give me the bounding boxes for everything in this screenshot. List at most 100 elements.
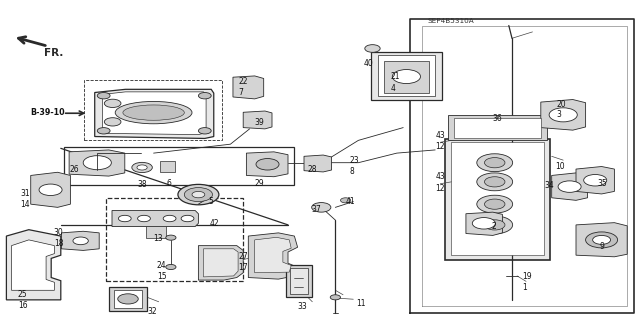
- Circle shape: [198, 93, 211, 99]
- Text: 17: 17: [238, 263, 248, 272]
- Bar: [451, 142, 544, 255]
- Circle shape: [330, 295, 340, 300]
- Text: 21: 21: [390, 72, 400, 81]
- Polygon shape: [146, 226, 166, 238]
- Polygon shape: [31, 172, 70, 207]
- Text: 22: 22: [238, 77, 248, 86]
- Text: 34: 34: [544, 181, 554, 190]
- Polygon shape: [112, 211, 198, 226]
- Circle shape: [97, 93, 110, 99]
- Text: 4: 4: [390, 84, 396, 93]
- Text: 27: 27: [238, 252, 248, 261]
- Text: 25: 25: [18, 290, 28, 299]
- Text: 20: 20: [557, 100, 566, 108]
- Circle shape: [83, 156, 111, 170]
- Circle shape: [104, 99, 121, 108]
- Text: SEP4B5310A: SEP4B5310A: [428, 18, 474, 24]
- Polygon shape: [248, 233, 298, 279]
- Circle shape: [104, 118, 121, 126]
- Text: 41: 41: [346, 197, 355, 205]
- Circle shape: [477, 154, 513, 172]
- Circle shape: [138, 215, 150, 222]
- Circle shape: [477, 216, 513, 234]
- Text: 42: 42: [210, 219, 220, 228]
- Bar: [454, 118, 541, 138]
- Circle shape: [584, 174, 607, 186]
- Circle shape: [484, 220, 505, 230]
- Circle shape: [477, 195, 513, 213]
- Circle shape: [184, 188, 212, 202]
- Ellipse shape: [123, 105, 184, 120]
- Circle shape: [365, 45, 380, 52]
- Circle shape: [192, 191, 205, 198]
- Circle shape: [198, 128, 211, 134]
- Circle shape: [118, 294, 138, 304]
- Text: 36: 36: [493, 114, 502, 123]
- Polygon shape: [290, 268, 308, 294]
- Circle shape: [118, 215, 131, 222]
- Text: 6: 6: [166, 179, 172, 188]
- Polygon shape: [246, 152, 288, 177]
- Bar: [84, 80, 222, 140]
- Polygon shape: [286, 265, 312, 297]
- Polygon shape: [6, 230, 61, 300]
- Text: 24: 24: [157, 261, 166, 270]
- Text: 13: 13: [154, 234, 163, 243]
- Polygon shape: [95, 89, 214, 138]
- Text: 28: 28: [307, 165, 317, 174]
- Text: 35: 35: [598, 179, 607, 188]
- Circle shape: [166, 264, 176, 270]
- Text: 1: 1: [522, 283, 527, 292]
- Circle shape: [484, 158, 505, 168]
- Text: 2: 2: [492, 222, 496, 231]
- Bar: [371, 52, 442, 100]
- Circle shape: [593, 235, 611, 244]
- Text: 31: 31: [20, 189, 30, 198]
- Circle shape: [97, 128, 110, 134]
- Text: 3: 3: [557, 110, 562, 119]
- Circle shape: [132, 162, 152, 173]
- Polygon shape: [64, 147, 294, 185]
- Text: 5: 5: [209, 197, 214, 205]
- Bar: [378, 55, 435, 96]
- Circle shape: [392, 70, 420, 84]
- Text: 12: 12: [435, 142, 445, 151]
- Polygon shape: [102, 92, 206, 135]
- Circle shape: [166, 235, 176, 240]
- Text: 26: 26: [69, 165, 79, 174]
- Text: 23: 23: [349, 156, 359, 165]
- Polygon shape: [255, 237, 291, 273]
- Polygon shape: [61, 231, 99, 250]
- Polygon shape: [198, 246, 243, 280]
- Ellipse shape: [115, 101, 192, 124]
- Polygon shape: [576, 223, 627, 257]
- Text: 19: 19: [522, 272, 532, 281]
- Polygon shape: [552, 173, 588, 200]
- Circle shape: [178, 184, 219, 205]
- Polygon shape: [466, 212, 502, 235]
- Polygon shape: [576, 167, 614, 194]
- Polygon shape: [541, 100, 586, 130]
- Circle shape: [39, 184, 62, 196]
- Polygon shape: [12, 240, 54, 290]
- Polygon shape: [109, 287, 147, 311]
- Polygon shape: [160, 161, 175, 172]
- Text: 29: 29: [255, 179, 264, 188]
- Text: 7: 7: [238, 88, 243, 97]
- Polygon shape: [114, 290, 142, 308]
- Circle shape: [312, 203, 331, 212]
- Circle shape: [484, 199, 505, 209]
- Circle shape: [73, 237, 88, 245]
- Bar: [448, 115, 547, 140]
- Text: 38: 38: [137, 180, 147, 189]
- Circle shape: [586, 232, 618, 248]
- Text: 43: 43: [435, 172, 445, 181]
- Text: 30: 30: [54, 228, 63, 237]
- Text: 9: 9: [599, 242, 604, 251]
- Text: 16: 16: [18, 301, 28, 310]
- Circle shape: [163, 215, 176, 222]
- Text: 15: 15: [157, 272, 166, 281]
- Text: 39: 39: [255, 118, 264, 127]
- Circle shape: [137, 165, 147, 170]
- Text: 43: 43: [435, 131, 445, 140]
